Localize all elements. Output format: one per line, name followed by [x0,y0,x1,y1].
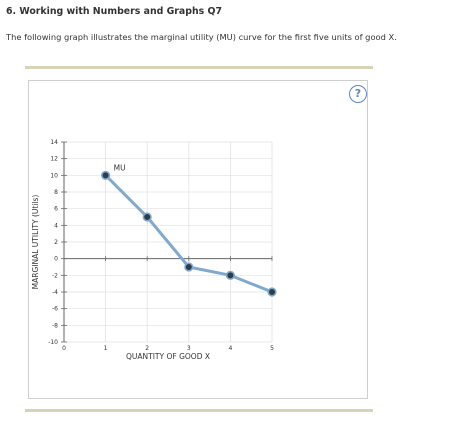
x-tick-label: 4 [228,345,232,352]
y-tick-label: 4 [54,222,58,229]
axes [61,141,273,343]
y-tick-label: -8 [52,322,58,329]
y-tick-label: 12 [50,156,58,163]
question-heading: 6. Working with Numbers and Graphs Q7 [6,6,222,17]
y-tick-label: -10 [48,339,58,346]
top-divider [25,66,373,69]
grid-lines [63,141,273,343]
question-circle-icon: ? [354,87,362,100]
x-tick-labels: 0 1 2 3 4 5 [62,345,274,352]
x-tick-label: 3 [187,345,191,352]
y-axis-label: MARGINAL UTILITY (Utils) [31,195,40,290]
y-tick-label: 0 [54,256,58,263]
mu-point [100,170,111,180]
mu-point [184,262,194,272]
x-tick-label: 0 [62,345,66,352]
bottom-divider [25,409,373,412]
graph-panel [28,80,368,399]
y-tick-label: 10 [50,172,58,179]
question-intro: The following graph illustrates the marg… [6,32,397,42]
x-tick-label: 1 [104,345,108,352]
y-tick-labels: -10 -8 -6 -4 -2 0 2 4 6 8 10 12 14 [48,139,58,346]
y-tick-label: 6 [54,206,58,213]
x-axis-label: QUANTITY OF GOOD X [126,352,210,361]
mu-point [267,287,277,297]
y-tick-label: 2 [54,239,58,246]
x-tick-label: 5 [270,345,274,352]
x-tick-label: 2 [145,345,149,352]
series-mu: MU [100,163,277,297]
y-tick-label: -6 [52,306,58,313]
y-tick-label: -2 [52,272,58,279]
mu-point [142,212,152,222]
series-label-mu: MU [114,163,126,172]
y-tick-label: 14 [50,139,58,146]
help-button[interactable]: ? [349,85,367,103]
mu-point [225,270,235,280]
y-tick-label: 8 [54,189,58,196]
y-tick-label: -4 [52,289,58,296]
